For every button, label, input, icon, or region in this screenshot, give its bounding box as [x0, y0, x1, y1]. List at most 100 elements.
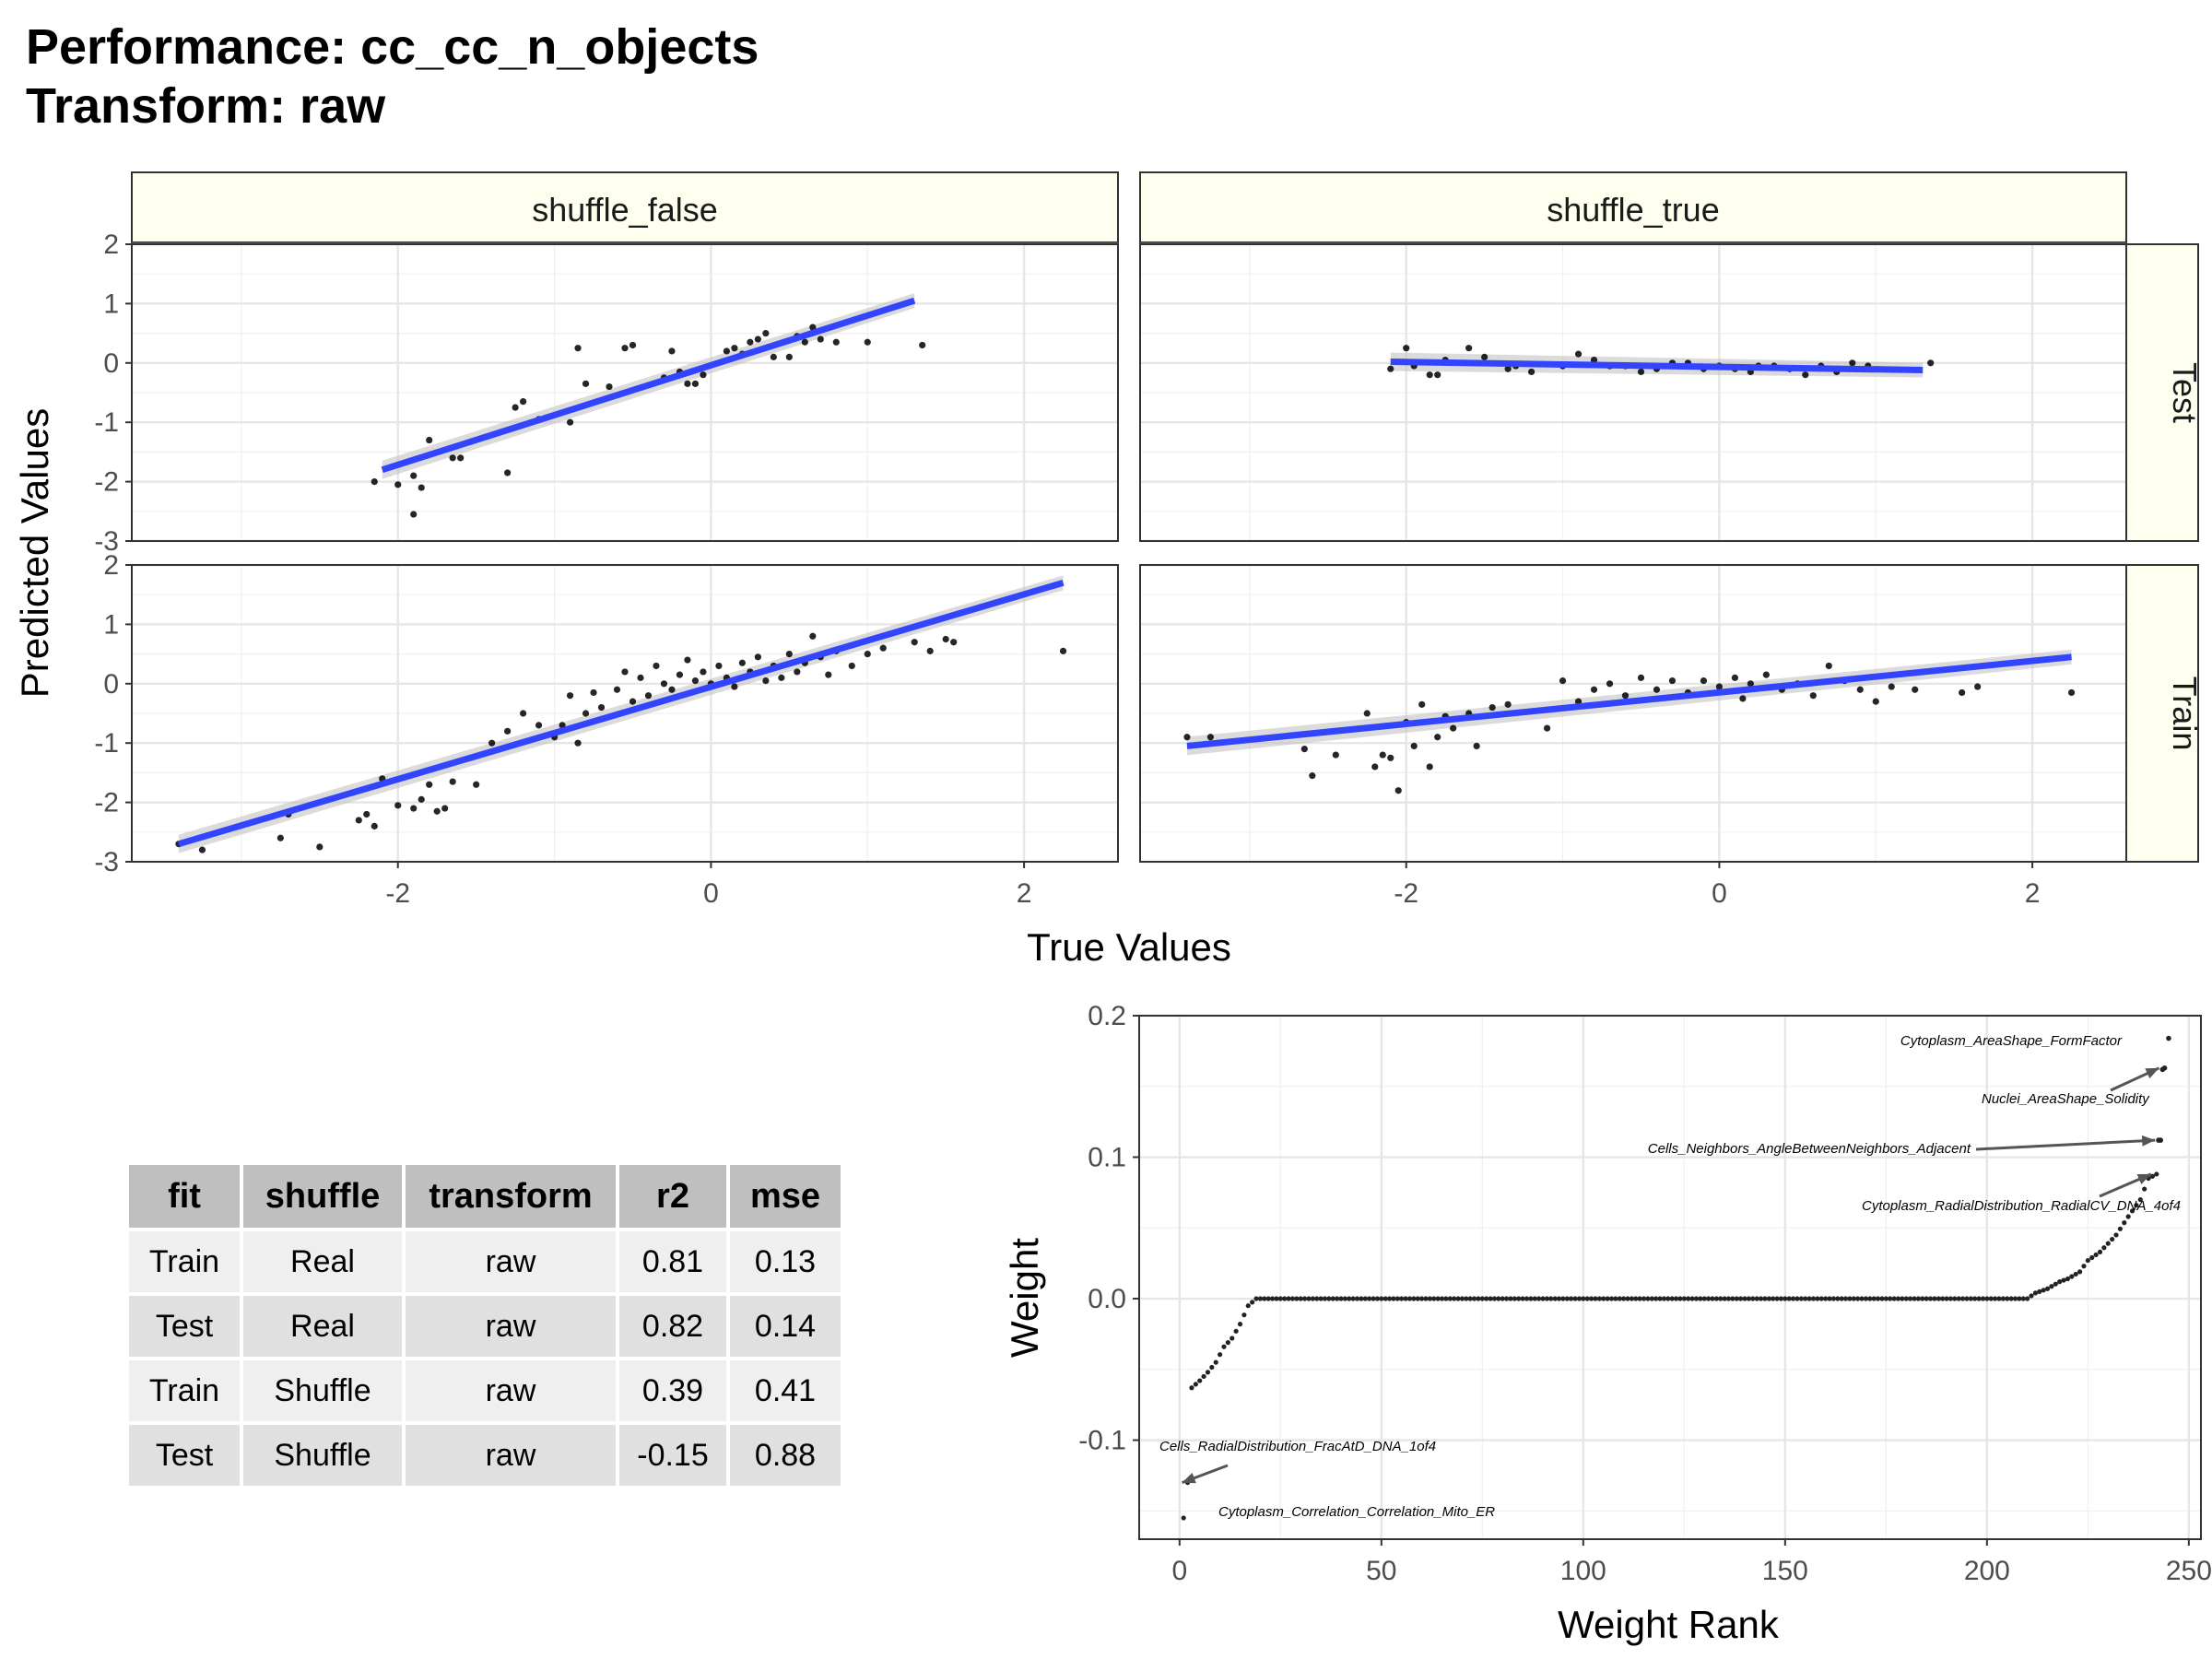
data-point — [1908, 1296, 1913, 1301]
data-point — [1536, 1296, 1542, 1301]
data-point — [1206, 734, 1215, 741]
panel-border — [1138, 1015, 2202, 1540]
data-point — [1739, 695, 1747, 702]
data-point — [700, 668, 707, 676]
data-point — [566, 692, 574, 700]
data-point — [1915, 1296, 1921, 1301]
data-point — [1237, 1322, 1243, 1327]
data-point — [449, 454, 456, 462]
data-point — [1867, 1296, 1873, 1301]
data-point — [2077, 1269, 2083, 1275]
data-point — [2037, 1288, 2042, 1294]
data-point — [1318, 1296, 1324, 1301]
data-point — [1205, 1370, 1211, 1375]
data-point — [778, 674, 785, 681]
data-point — [621, 668, 629, 676]
data-point — [1410, 742, 1418, 750]
data-point — [762, 677, 770, 685]
data-point — [1330, 1296, 1335, 1301]
data-point — [1823, 1296, 1829, 1301]
fit-line — [1390, 359, 1924, 374]
data-point — [1855, 1296, 1861, 1301]
data-point — [1778, 1296, 1784, 1301]
cell-transform: raw — [406, 1296, 616, 1357]
strip-label-train: Train — [2166, 677, 2204, 751]
data-point — [1856, 686, 1864, 693]
data-point — [1872, 698, 1879, 705]
data-point — [1974, 683, 1982, 690]
data-point — [512, 404, 519, 411]
data-point — [1452, 1296, 1457, 1301]
data-point — [1350, 1296, 1356, 1301]
data-point — [1806, 1296, 1812, 1301]
data-point — [1637, 674, 1645, 681]
data-point — [1617, 1296, 1622, 1301]
data-point — [1209, 1364, 1215, 1371]
data-point — [1608, 1296, 1615, 1301]
data-point — [488, 739, 496, 747]
scatter-y-axis-title: Predicted Values — [13, 408, 56, 698]
data-point — [1746, 1296, 1752, 1301]
data-point — [2065, 1276, 2071, 1282]
data-point — [590, 688, 597, 697]
data-point — [1379, 751, 1386, 759]
cell-transform: raw — [406, 1425, 616, 1486]
data-point — [762, 330, 770, 337]
data-point — [1059, 647, 1067, 654]
data-point — [1245, 1303, 1251, 1309]
data-point — [1590, 686, 1598, 693]
cell-r2: 0.82 — [619, 1296, 726, 1357]
data-point — [1927, 359, 1935, 367]
data-point — [644, 692, 653, 700]
data-point — [1803, 1296, 1808, 1301]
data-point — [1863, 1296, 1869, 1301]
data-point — [1786, 1296, 1792, 1301]
x-tick-label: 0 — [1171, 1556, 1187, 1586]
data-point — [1250, 1300, 1255, 1305]
data-point — [1984, 1296, 1990, 1301]
annotation-arrow — [1975, 1138, 2156, 1151]
data-point — [1426, 763, 1433, 771]
data-point — [1605, 1296, 1610, 1301]
data-point — [1883, 1296, 1888, 1301]
data-point — [1750, 1296, 1756, 1301]
data-point — [864, 338, 871, 346]
data-point — [1387, 754, 1394, 761]
data-point — [2161, 1065, 2168, 1071]
data-point — [2134, 1203, 2139, 1208]
data-point — [613, 686, 621, 693]
data-point — [597, 703, 606, 712]
data-point — [879, 644, 887, 652]
strip-shuffle-true — [1139, 171, 2127, 243]
strip-label-shuffle-false: shuffle_false — [532, 191, 717, 229]
data-point — [809, 324, 817, 331]
y-tick-label: -2 — [94, 788, 119, 818]
data-point — [1637, 1296, 1642, 1301]
y-tick-label: -3 — [94, 526, 119, 557]
data-point — [1335, 1296, 1340, 1301]
data-point — [1418, 700, 1426, 708]
data-point — [621, 345, 629, 352]
x-tick-label: 0 — [1712, 878, 1727, 909]
y-tick-label: 0.1 — [1088, 1143, 1126, 1173]
data-point — [582, 710, 590, 717]
data-point — [832, 338, 840, 346]
data-point — [1371, 763, 1379, 771]
data-point — [942, 635, 949, 643]
y-tick-label: 1 — [103, 609, 119, 640]
cell-transform: raw — [406, 1231, 616, 1292]
cell-mse: 0.13 — [730, 1231, 841, 1292]
data-point — [1391, 1296, 1396, 1301]
y-tick-label: 0.2 — [1088, 1001, 1126, 1031]
cell-shuffle: Real — [243, 1231, 402, 1292]
data-point — [504, 469, 512, 477]
data-point — [1849, 359, 1856, 367]
data-point — [1871, 1296, 1877, 1301]
weight-rank-panel: Cytoplasm_AreaShape_FormFactor Nuclei_Are… — [1078, 1001, 2212, 1586]
cell-r2: 0.81 — [619, 1231, 726, 1292]
data-point — [1183, 734, 1191, 741]
data-point — [371, 822, 378, 830]
data-point — [1289, 1296, 1296, 1301]
data-point — [950, 639, 958, 646]
data-point — [1225, 1340, 1230, 1346]
